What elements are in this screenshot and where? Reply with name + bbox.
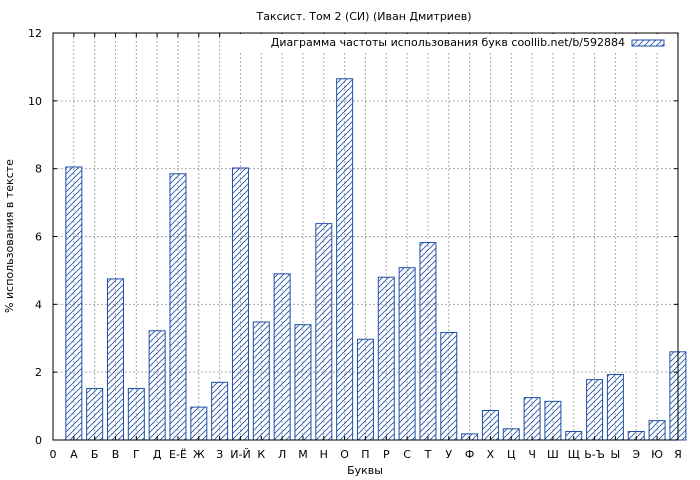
bar-Н: [315, 223, 333, 441]
bar-О: [336, 78, 354, 441]
x-tick-label: Е-Ё: [169, 448, 187, 461]
legend-background: [240, 34, 674, 52]
bar-П: [356, 338, 374, 441]
x-tick-label: Я: [674, 448, 682, 461]
y-tick-label: 0: [35, 434, 42, 447]
y-axis-label: % использования в тексте: [3, 159, 16, 313]
bar-Л: [273, 273, 291, 441]
bar-Р: [377, 276, 395, 441]
y-tick-label: 10: [28, 95, 42, 108]
legend-label: Диаграмма частоты использования букв coo…: [271, 36, 625, 49]
bar-К: [252, 321, 270, 441]
x-tick-label: 0: [50, 448, 57, 461]
bar-Х: [481, 409, 499, 441]
x-tick-label: О: [340, 448, 349, 461]
bar-А: [65, 166, 83, 441]
x-tick-label: М: [298, 448, 308, 461]
bar-Ж: [190, 406, 208, 441]
x-tick-label: Щ: [568, 448, 580, 461]
y-tick-label: 8: [35, 163, 42, 176]
y-axis-ticks: 0 2 4 6 8 10 12: [28, 27, 678, 447]
x-tick-label: К: [257, 448, 265, 461]
bar-М: [294, 324, 312, 441]
x-tick-label: Р: [383, 448, 390, 461]
bar-У: [440, 331, 458, 441]
y-tick-label: 12: [28, 27, 42, 40]
x-axis-ticks: 0 А Б В Г Д Е-Ё Ж З И-Й К Л М Н О П Р С Т У Ф Х Ц Ч Ш Щ Ь-Ъ Ы Э Ю Я: [50, 33, 682, 461]
bars: [65, 78, 687, 441]
x-tick-label: Т: [424, 448, 432, 461]
x-tick-label: С: [403, 448, 411, 461]
x-axis-label: Буквы: [347, 464, 383, 477]
legend: Диаграмма частоты использования букв coo…: [240, 34, 674, 52]
x-tick-label: Л: [278, 448, 286, 461]
x-tick-label: Э: [632, 448, 640, 461]
bar-Б: [86, 387, 104, 441]
x-tick-label: В: [112, 448, 120, 461]
bar-С: [398, 267, 416, 441]
y-tick-label: 6: [35, 231, 42, 244]
x-tick-label: П: [361, 448, 369, 461]
bar-Е-Ё: [169, 173, 187, 441]
x-tick-label: А: [70, 448, 78, 461]
x-tick-label: И-Й: [230, 448, 250, 461]
legend-swatch: [631, 39, 665, 47]
x-tick-label: З: [216, 448, 223, 461]
bar-Г: [127, 387, 145, 441]
x-tick-label: Б: [91, 448, 99, 461]
bar-Ч: [523, 397, 541, 441]
x-tick-label: Н: [320, 448, 328, 461]
bar-В: [106, 278, 124, 441]
x-tick-label: Ы: [611, 448, 621, 461]
bar-Т: [419, 242, 437, 441]
x-tick-label: Ф: [465, 448, 474, 461]
x-tick-label: Х: [487, 448, 495, 461]
x-tick-label: Ж: [193, 448, 205, 461]
bar-Ш: [544, 400, 562, 441]
x-tick-label: Ь-Ъ: [584, 448, 605, 461]
x-tick-label: У: [445, 448, 452, 461]
x-tick-label: Д: [153, 448, 162, 461]
bar-Ы: [606, 374, 624, 441]
bar-З: [211, 381, 229, 441]
chart-title: Таксист. Том 2 (СИ) (Иван Дмитриев): [255, 10, 471, 23]
x-tick-label: Ч: [528, 448, 536, 461]
x-tick-label: Ю: [651, 448, 663, 461]
grid-lines: [53, 33, 679, 440]
bar-И-Й: [231, 167, 249, 441]
x-tick-label: Ц: [507, 448, 516, 461]
y-tick-label: 4: [35, 298, 42, 311]
x-tick-label: Г: [133, 448, 140, 461]
bar-Д: [148, 330, 166, 441]
y-tick-label: 2: [35, 366, 42, 379]
bar-Ь-Ъ: [586, 379, 604, 441]
x-tick-label: Ш: [547, 448, 559, 461]
